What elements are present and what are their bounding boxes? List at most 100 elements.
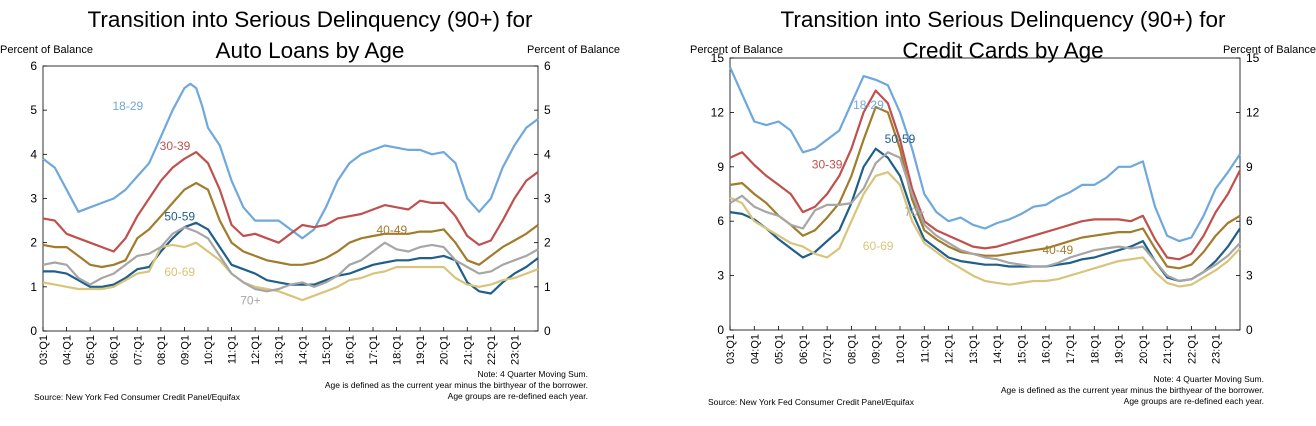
y-tick-label-right: 2 <box>544 236 551 250</box>
series-label-40-49: 40-49 <box>377 223 408 237</box>
x-tick-label: 04:Q1 <box>62 335 74 365</box>
y-axis-label-right: Percent of Balance <box>1223 44 1316 56</box>
x-tick-label: 18:Q1 <box>1089 334 1101 364</box>
x-tick-label: 06:Q1 <box>109 335 121 365</box>
note-line: Note: 4 Quarter Moving Sum. <box>1153 374 1264 384</box>
y-tick-label-left: 6 <box>717 214 724 228</box>
y-axis-label-left: Percent of Balance <box>690 44 783 56</box>
x-tick-label: 05:Q1 <box>774 334 786 364</box>
series-label-30-39: 30-39 <box>812 158 843 172</box>
x-tick-label: 10:Q1 <box>203 335 215 365</box>
credit-cards-chart: Transition into Serious Delinquency (90+… <box>690 0 1316 426</box>
x-tick-label: 03:Q1 <box>38 335 50 365</box>
y-tick-label-right: 9 <box>1246 160 1253 174</box>
y-tick-label-right: 3 <box>1246 269 1253 283</box>
x-tick-label: 07:Q1 <box>822 334 834 364</box>
series-line-60-69 <box>42 241 539 302</box>
chart-title-line-1: Transition into Serious Delinquency (90+… <box>87 7 533 32</box>
x-tick-label: 08:Q1 <box>156 335 168 365</box>
chart-source: Source: New York Fed Consumer Credit Pan… <box>708 397 914 407</box>
y-tick-label-left: 15 <box>711 51 725 65</box>
chart-plot: 0 0 3 3 6 6 9 9 12 12 15 15 03:Q1 04:Q1 05:Q1 06:Q1 07:Q… <box>711 51 1260 364</box>
x-tick-label: 04:Q1 <box>749 334 761 364</box>
x-tick-label: 11:Q1 <box>227 335 239 364</box>
series-line-60-69 <box>729 171 1241 288</box>
x-tick-label: 15:Q1 <box>1016 334 1028 364</box>
note-line: Age groups are re-defined each year. <box>447 391 588 401</box>
y-tick-label-right: 4 <box>544 147 551 161</box>
series-label-18-29: 18-29 <box>113 99 144 113</box>
x-tick-label: 13:Q1 <box>274 335 286 365</box>
note-line: Age is defined as the current year minus… <box>1000 385 1264 395</box>
y-tick-label-right: 3 <box>544 192 551 206</box>
y-tick-label-right: 6 <box>1246 214 1253 228</box>
series-line-40-49 <box>729 105 1241 270</box>
x-tick-label: 11:Q1 <box>919 334 931 363</box>
x-tick-label: 22:Q1 <box>486 335 498 365</box>
x-tick-label: 21:Q1 <box>1162 334 1174 364</box>
x-tick-label: 14:Q1 <box>297 335 309 365</box>
x-tick-label: 19:Q1 <box>415 335 427 365</box>
y-tick-label-right: 1 <box>544 280 551 294</box>
x-tick-label: 18:Q1 <box>392 335 404 365</box>
y-tick-label-left: 4 <box>30 147 37 161</box>
x-tick-label: 12:Q1 <box>944 334 956 364</box>
series-label-50-59: 50-59 <box>885 132 916 146</box>
x-tick-label: 23:Q1 <box>509 335 521 365</box>
x-tick-label: 09:Q1 <box>871 334 883 364</box>
x-tick-label: 16:Q1 <box>1041 334 1053 364</box>
note-line: Age is defined as the current year minus… <box>324 380 588 390</box>
x-tick-label: 22:Q1 <box>1186 334 1198 364</box>
x-tick-label: 07:Q1 <box>132 335 144 365</box>
series-line-18-29 <box>42 82 539 240</box>
x-tick-label: 10:Q1 <box>895 334 907 364</box>
series-label-70+: 70+ <box>904 205 924 219</box>
y-tick-label-left: 5 <box>30 103 37 117</box>
y-tick-label-left: 1 <box>30 280 37 294</box>
y-tick-label-right: 5 <box>544 103 551 117</box>
chart-title-line-2: Credit Cards by Age <box>902 38 1104 63</box>
series-label-60-69: 60-69 <box>164 265 195 279</box>
series-line-30-39 <box>729 89 1241 261</box>
y-tick-label-right: 15 <box>1246 51 1260 65</box>
chart-title: Transition into Serious Delinquency (90+… <box>0 4 620 66</box>
x-tick-label: 20:Q1 <box>439 335 451 365</box>
series-label-40-49: 40-49 <box>1043 243 1074 257</box>
y-tick-label-right: 12 <box>1246 105 1260 119</box>
x-tick-label: 09:Q1 <box>179 335 191 365</box>
series-label-18-29: 18-29 <box>853 98 884 112</box>
x-tick-label: 14:Q1 <box>992 334 1004 364</box>
chart-title-line-2: Auto Loans by Age <box>215 38 405 63</box>
note-line: Note: 4 Quarter Moving Sum. <box>477 369 588 379</box>
x-tick-label: 13:Q1 <box>968 334 980 364</box>
y-axis-label-right: Percent of Balance <box>527 44 620 56</box>
x-tick-label: 17:Q1 <box>1065 334 1077 364</box>
y-tick-label-right: 0 <box>544 324 551 338</box>
series-line-70+ <box>729 151 1241 283</box>
y-tick-label-left: 3 <box>30 192 37 206</box>
series-line-40-49 <box>42 181 539 269</box>
x-tick-label: 15:Q1 <box>321 335 333 365</box>
x-tick-label: 05:Q1 <box>85 335 97 365</box>
series-label-50-59: 50-59 <box>164 210 195 224</box>
x-tick-label: 12:Q1 <box>250 335 262 365</box>
plot-frame <box>729 57 1241 331</box>
x-tick-label: 17:Q1 <box>368 335 380 365</box>
y-tick-label-left: 0 <box>30 324 37 338</box>
series-line-70+ <box>42 226 539 293</box>
y-tick-label-left: 3 <box>717 269 724 283</box>
x-tick-label: 16:Q1 <box>344 335 356 365</box>
chart-plot: 0 0 1 1 2 2 3 3 4 4 5 5 6 6 03:Q1 04:Q1 05:Q1 06:Q1 07:Q1 0… <box>30 59 551 365</box>
series-label-70+: 70+ <box>240 294 260 308</box>
x-tick-label: 19:Q1 <box>1114 334 1126 364</box>
series-label-60-69: 60-69 <box>863 239 894 253</box>
x-tick-label: 06:Q1 <box>798 334 810 364</box>
y-tick-label-left: 12 <box>711 105 725 119</box>
y-axis-label-left: Percent of Balance <box>0 44 93 56</box>
y-tick-label-left: 0 <box>717 323 724 337</box>
auto-loans-chart: Transition into Serious Delinquency (90+… <box>0 0 620 426</box>
note-line: Age groups are re-defined each year. <box>1123 396 1264 406</box>
y-tick-label-right: 0 <box>1246 323 1253 337</box>
y-tick-label-right: 6 <box>544 59 551 73</box>
series-line-30-39 <box>42 151 539 253</box>
